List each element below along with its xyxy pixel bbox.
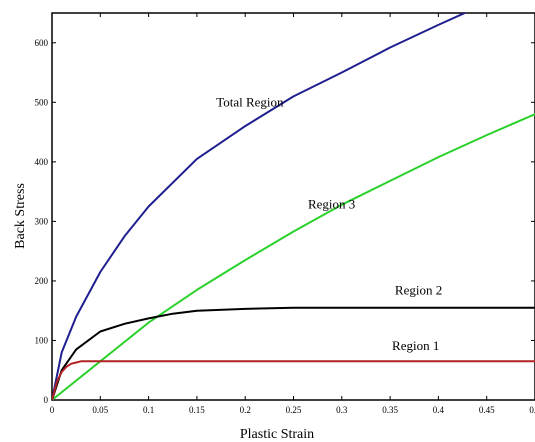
x-axis-title: Plastic Strain <box>240 427 314 442</box>
x-tick-label: 0.45 <box>479 405 495 415</box>
x-tick-label: 0.15 <box>189 405 205 415</box>
series-line-region-2 <box>52 306 535 400</box>
x-tick-label: 0.4 <box>433 405 445 415</box>
tick-marks: 0 0.05 0.1 0.15 0.2 0.25 0.3 0.35 0.4 0.45 0.5 0 100… <box>35 13 535 415</box>
series-line-region-1 <box>52 360 535 400</box>
y-tick-label: 500 <box>35 97 49 107</box>
y-tick-label: 100 <box>35 335 49 345</box>
series-line-region-3 <box>52 113 535 400</box>
x-tick-label: 0.35 <box>382 405 398 415</box>
x-tick-label: 0.5 <box>529 405 535 415</box>
y-tick-label: 600 <box>35 38 49 48</box>
x-tick-label: 0.05 <box>92 405 108 415</box>
series-annotation: Region 3 <box>308 196 355 211</box>
x-tick-label: 0.1 <box>143 405 154 415</box>
y-tick-label: 400 <box>35 157 49 167</box>
x-tick-label: 0 <box>50 405 55 415</box>
y-axis-title: Back Stress <box>13 183 28 249</box>
x-tick-label: 0.2 <box>240 405 251 415</box>
y-tick-label: 200 <box>35 276 49 286</box>
x-tick-label: 0.3 <box>336 405 348 415</box>
series-annotation: Region 2 <box>395 283 442 298</box>
series-annotations: Total Region Region 3 Region 2 Region 1 <box>216 94 442 353</box>
x-tick-label: 0.25 <box>286 405 302 415</box>
series-annotation: Region 1 <box>392 338 439 353</box>
y-tick-label: 0 <box>44 395 49 405</box>
series-line-total-region <box>52 13 468 400</box>
series-annotation: Total Region <box>216 94 284 109</box>
series-lines <box>52 13 535 400</box>
y-tick-label: 300 <box>35 216 49 226</box>
